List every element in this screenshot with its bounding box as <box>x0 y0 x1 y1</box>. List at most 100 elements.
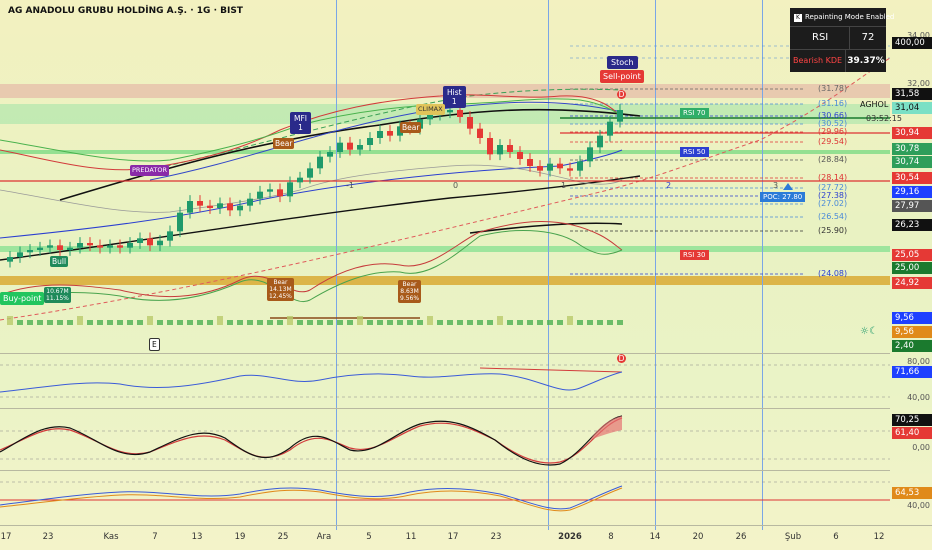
candle <box>377 131 383 138</box>
candle <box>547 163 553 171</box>
fib-1: 1 <box>561 181 567 190</box>
price-chart[interactable] <box>0 0 890 530</box>
e-marker[interactable]: E <box>149 338 160 351</box>
bull-signal: Bull <box>50 256 69 267</box>
volume-bar <box>457 320 463 325</box>
volume-bar <box>497 316 503 325</box>
ma-blue <box>0 149 623 239</box>
time-tick: 2026 <box>558 532 582 542</box>
time-tick: 7 <box>152 532 158 542</box>
level-label: (31.78) <box>818 84 848 93</box>
price-label: 30,74 <box>892 156 932 168</box>
candle <box>77 243 83 248</box>
candle <box>507 145 513 152</box>
candle <box>7 257 13 262</box>
candle <box>557 163 563 169</box>
volume-bar <box>447 320 453 325</box>
level-label: (30.52) <box>818 119 848 128</box>
candle <box>147 238 153 246</box>
candle <box>127 243 133 248</box>
candle <box>447 110 453 113</box>
volume-bar <box>157 320 163 325</box>
candle <box>37 247 43 250</box>
volume-bar <box>87 320 93 325</box>
candle <box>187 201 193 213</box>
rsi30-tag: RSI 30 <box>680 250 709 260</box>
candle <box>57 245 63 250</box>
d-marker-rsi: D <box>617 354 626 363</box>
volume-bar <box>377 320 383 325</box>
volume-bar <box>7 316 13 325</box>
time-tick: Şub <box>784 532 802 542</box>
vertical-line-4 <box>762 0 763 530</box>
k-icon: K <box>794 14 802 22</box>
time-tick: 14 <box>649 532 661 542</box>
candle <box>387 131 393 136</box>
sun-moon-icon[interactable]: ☼☾ <box>860 326 878 337</box>
macd-orange-line <box>0 487 623 512</box>
volume-bar <box>337 320 343 325</box>
candle <box>607 121 613 136</box>
volume-bar <box>477 320 483 325</box>
candle <box>247 198 253 206</box>
volume-bar <box>237 320 243 325</box>
volume-bar <box>287 316 293 325</box>
price-label: 29,16 <box>892 186 932 198</box>
volume-bar <box>67 320 73 325</box>
kde-row: Bearish KDE 39.37% <box>790 50 886 72</box>
axis-tick-0: 0,00 <box>912 443 930 452</box>
level-label: (24.08) <box>818 269 848 278</box>
candle <box>517 152 523 159</box>
candle <box>157 240 163 246</box>
volume-bar <box>117 320 123 325</box>
volume-bar <box>327 320 333 325</box>
volume-bar <box>267 320 273 325</box>
price-label: 64,53 <box>892 487 932 499</box>
poc-tag: POC: 27.80 <box>760 192 806 202</box>
volume-bar <box>357 316 363 325</box>
fib-3: 3 <box>773 181 779 190</box>
candle <box>267 189 273 192</box>
axis-tick-32: 32,00 <box>907 79 930 88</box>
volume-bar <box>517 320 523 325</box>
level-label: (27.38) <box>818 191 848 200</box>
candle <box>87 243 93 246</box>
candle <box>27 250 33 253</box>
pane-separator-1 <box>0 353 890 354</box>
axis-tick-34: 34,00 <box>907 31 930 40</box>
candle <box>287 182 293 197</box>
vertical-line-1 <box>336 0 337 530</box>
price-label: 30,94 <box>892 127 932 139</box>
ma-red-dashed <box>0 57 890 321</box>
volume-bar <box>47 320 53 325</box>
price-label: 61,40 <box>892 427 932 439</box>
candle <box>227 203 233 211</box>
volume-bar <box>277 320 283 325</box>
price-label: 31,04 <box>892 102 932 114</box>
volume-bar <box>587 320 593 325</box>
volume-bar <box>37 320 43 325</box>
candle <box>47 245 53 248</box>
volume-bar <box>17 320 23 325</box>
level-label: (29.96) <box>818 127 848 136</box>
bear-signal-1: Bear <box>273 138 295 149</box>
rsi-label: RSI <box>812 32 829 43</box>
candle <box>327 152 333 157</box>
rsi-value: 72 <box>849 27 886 49</box>
volume-bar <box>307 320 313 325</box>
candle <box>237 205 243 211</box>
hist-signal: Hist 1 <box>443 86 466 108</box>
predator-signal: PREDATOR <box>130 165 169 176</box>
mfi-signal: MFI 1 <box>290 112 311 134</box>
rsi70-tag: RSI 70 <box>680 108 709 118</box>
volume-bar <box>197 320 203 325</box>
price-label: 30,78 <box>892 143 932 155</box>
candle <box>527 159 533 166</box>
volume-bar <box>437 320 443 325</box>
level-label: (31.16) <box>818 99 848 108</box>
volume-bar <box>367 320 373 325</box>
volume-bar <box>27 320 33 325</box>
time-tick: 19 <box>234 532 246 542</box>
time-tick: Ara <box>316 532 332 542</box>
